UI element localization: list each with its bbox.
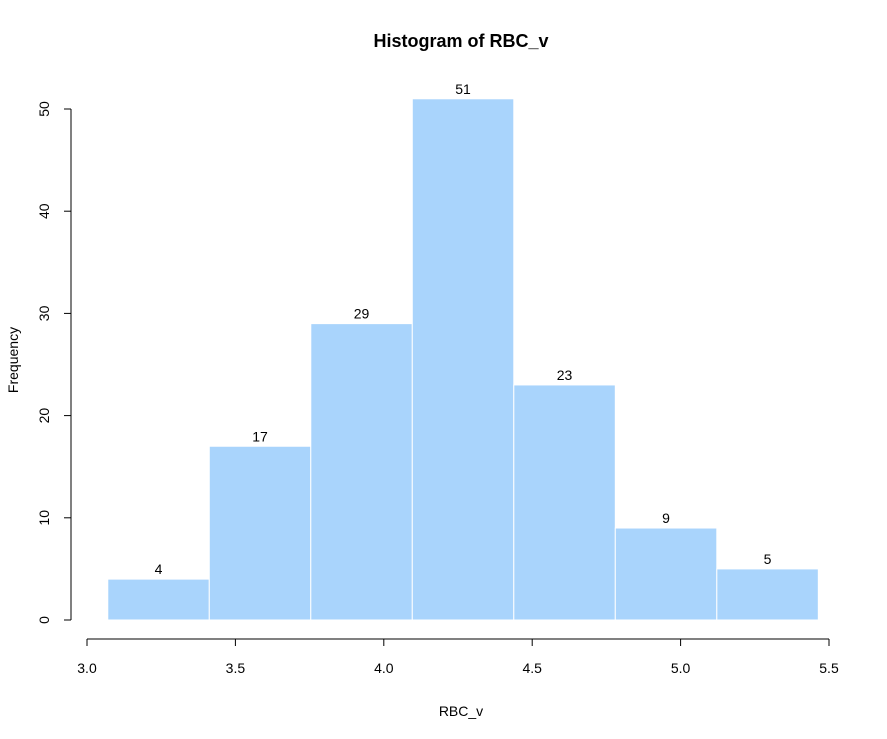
bar-count-label-6: 9 <box>662 510 670 526</box>
chart-title: Histogram of RBC_v <box>373 31 548 51</box>
histogram-bar-1 <box>107 578 210 621</box>
bar-labels-group: 4 17 29 51 23 9 5 <box>155 81 772 577</box>
y-tick-label-1: 0 <box>36 616 52 624</box>
histogram-bar-5 <box>513 384 616 621</box>
bar-count-label-4: 51 <box>455 81 471 97</box>
x-tick-label-3: 4.0 <box>374 660 394 676</box>
bar-count-label-3: 29 <box>354 306 370 322</box>
x-axis: 3.0 3.5 4.0 4.5 5.0 5.5 <box>77 638 839 676</box>
y-tick-label-3: 20 <box>36 408 52 424</box>
histogram-bar-7 <box>716 568 819 621</box>
x-tick-label-2: 3.5 <box>226 660 246 676</box>
x-axis-label: RBC_v <box>439 703 483 719</box>
histogram-bar-4 <box>411 98 515 621</box>
x-tick-label-6: 5.5 <box>819 660 839 676</box>
bar-count-label-1: 4 <box>155 561 163 577</box>
x-tick-label-1: 3.0 <box>77 660 97 676</box>
y-axis-label: Frequency <box>5 327 21 393</box>
bar-count-label-7: 5 <box>764 551 772 567</box>
y-tick-label-6: 50 <box>36 101 52 117</box>
bars-group <box>107 98 819 621</box>
x-tick-label-5: 5.0 <box>671 660 691 676</box>
histogram-bar-3 <box>310 323 413 621</box>
y-tick-label-5: 40 <box>36 203 52 219</box>
bar-count-label-2: 17 <box>252 428 268 444</box>
histogram-bar-2 <box>208 445 312 621</box>
y-tick-label-4: 30 <box>36 305 52 321</box>
y-axis: 0 10 20 30 40 50 <box>36 101 72 624</box>
histogram-bar-6 <box>614 527 718 621</box>
x-tick-label-4: 4.5 <box>522 660 542 676</box>
bar-count-label-5: 23 <box>557 367 573 383</box>
y-tick-label-2: 10 <box>36 510 52 526</box>
